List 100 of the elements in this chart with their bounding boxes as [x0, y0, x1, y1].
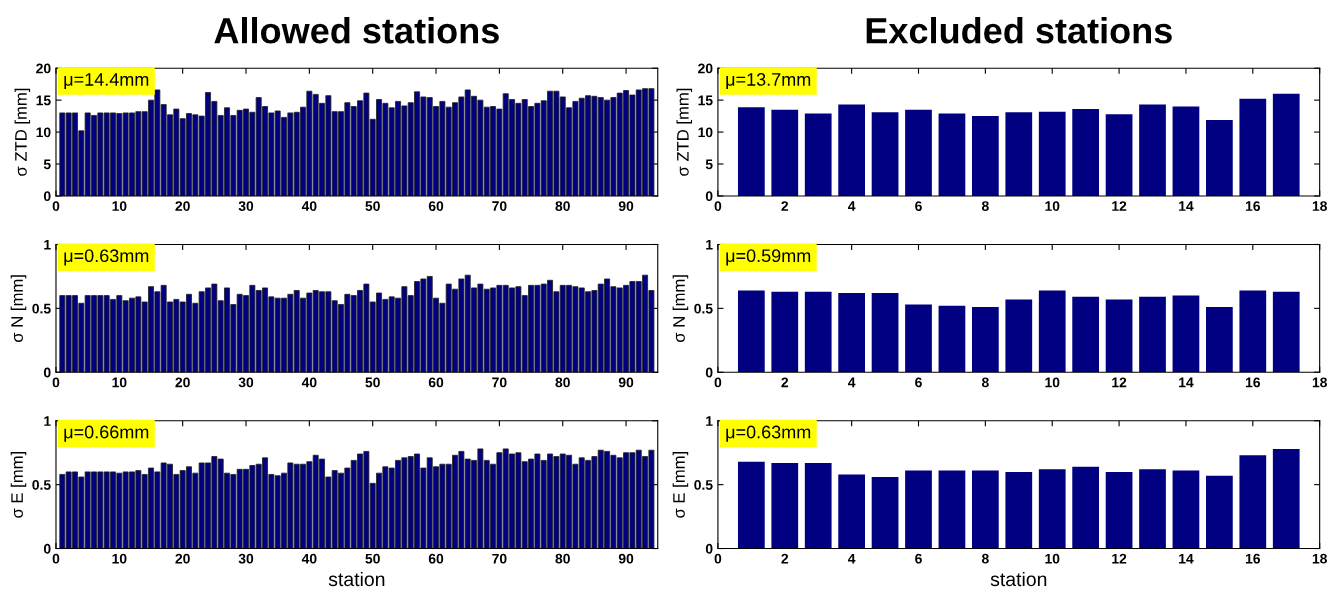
bar: [1038, 111, 1066, 196]
x-tick-label: 50: [365, 377, 380, 388]
bar: [1005, 299, 1033, 373]
x-tick-label: 0: [714, 201, 722, 212]
bar: [1239, 98, 1267, 196]
bar: [804, 113, 832, 196]
y-axis-title: σ ZTD [mm]: [676, 88, 693, 176]
y-tick-label: 0: [43, 191, 51, 202]
y-axis-title: σ E [mm]: [10, 451, 27, 518]
y-tick-label: 20: [36, 63, 51, 74]
x-tick-label: 50: [365, 553, 380, 564]
bar: [1105, 471, 1133, 549]
annotation: μ=14.4mm: [64, 73, 149, 90]
bar: [1239, 290, 1267, 373]
bar: [871, 112, 899, 196]
bar: [938, 470, 966, 549]
x-tick-label: 18: [1312, 553, 1327, 564]
x-tick-label: 6: [915, 553, 922, 564]
bar: [1172, 106, 1200, 196]
x-tick-label: 8: [981, 377, 989, 388]
y-tick-label: 10: [36, 127, 51, 138]
x-tick-label: 30: [238, 553, 254, 564]
bar: [938, 113, 966, 196]
bar: [1172, 470, 1200, 549]
chart-title: Excluded stations: [866, 17, 1172, 44]
x-tick-label: 12: [1112, 553, 1127, 564]
x-tick-label: 6: [915, 201, 922, 212]
x-tick-label: 0: [52, 377, 60, 388]
x-tick-label: 10: [1045, 553, 1060, 564]
x-tick-label: 0: [714, 377, 722, 388]
x-tick-label: 20: [175, 201, 190, 212]
bar: [737, 290, 765, 373]
bar: [1206, 307, 1233, 373]
bar: [905, 470, 932, 549]
y-tick-label: 1: [44, 416, 51, 426]
bar: [838, 104, 866, 196]
x-tick-label: 20: [175, 553, 190, 564]
y-axis-title: σ ZTD [mm]: [14, 88, 31, 176]
x-tick-label: 4: [847, 377, 856, 388]
x-tick-label: 90: [618, 201, 634, 212]
x-tick-label: 90: [618, 377, 634, 388]
x-tick-label: 16: [1245, 377, 1261, 388]
x-axis-title: station: [328, 571, 385, 587]
y-tick-label: 5: [43, 159, 51, 170]
bar: [1272, 448, 1300, 549]
bar: [1105, 114, 1133, 196]
x-tick-label: 60: [428, 377, 444, 388]
bar: [971, 470, 999, 549]
x-tick-label: 70: [492, 201, 507, 212]
bar: [1005, 471, 1033, 549]
x-tick-label: 0: [52, 553, 60, 564]
x-tick-label: 2: [781, 201, 789, 211]
bar: [1038, 469, 1066, 549]
bar: [1139, 104, 1166, 196]
x-tick-label: 10: [112, 553, 127, 564]
y-tick-label: 20: [698, 63, 713, 74]
annotation: μ=0.63mm: [64, 249, 149, 266]
x-tick-label: 70: [492, 553, 507, 564]
bar: [838, 293, 866, 373]
annotation: μ=0.59mm: [726, 249, 811, 266]
y-tick-label: 0: [705, 191, 713, 202]
bar: [838, 474, 866, 549]
x-tick-label: 60: [428, 201, 444, 212]
y-tick-label: 1: [706, 416, 713, 426]
annotation: μ=0.63mm: [726, 425, 811, 442]
bar: [1038, 290, 1066, 373]
y-tick-label: 15: [698, 95, 713, 106]
x-axis-title: station: [990, 571, 1047, 587]
x-tick-label: 16: [1245, 553, 1261, 564]
bar: [804, 291, 832, 373]
y-tick-label: 15: [36, 95, 51, 106]
bar: [1172, 295, 1200, 373]
x-tick-label: 18: [1312, 201, 1327, 212]
bar: [771, 291, 799, 373]
bar: [1072, 466, 1100, 549]
y-tick-label: 0: [705, 367, 713, 378]
x-tick-label: 14: [1179, 201, 1194, 211]
x-tick-label: 10: [112, 201, 127, 212]
x-tick-label: 12: [1112, 377, 1127, 388]
x-tick-label: 0: [714, 553, 722, 564]
y-tick-label: 10: [698, 127, 713, 138]
bar: [737, 461, 765, 549]
x-tick-label: 18: [1312, 377, 1327, 388]
x-tick-label: 14: [1179, 553, 1194, 564]
y-tick-label: 1: [706, 239, 713, 250]
bar: [1139, 469, 1166, 549]
x-tick-label: 60: [428, 553, 444, 564]
x-tick-label: 0: [52, 201, 60, 212]
bar: [971, 116, 999, 196]
bar: [1072, 296, 1100, 373]
bar: [1072, 109, 1100, 196]
x-tick-label: 12: [1112, 201, 1127, 211]
x-tick-label: 40: [301, 201, 317, 212]
bar: [804, 462, 832, 549]
bar: [1239, 455, 1267, 549]
bar: [938, 305, 966, 373]
bar: [905, 109, 932, 196]
bar: [771, 109, 799, 196]
y-tick-label: 0.5: [32, 303, 51, 314]
bar: [1105, 299, 1133, 373]
